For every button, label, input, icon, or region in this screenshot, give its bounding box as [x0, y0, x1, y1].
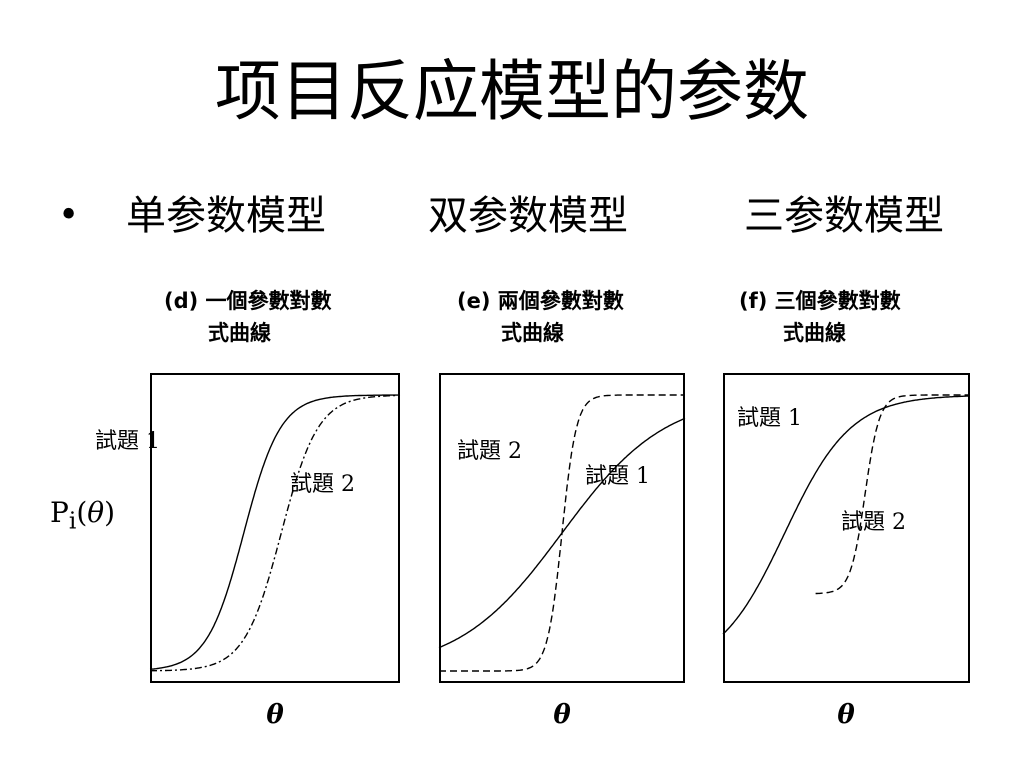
x-axis-label: θ: [266, 700, 284, 730]
model-list: • 单参数模型 双参数模型 三参数模型: [58, 188, 998, 244]
chart-caption: (e) 兩個參數對數 式曲線: [457, 289, 624, 345]
plot-frame: [723, 373, 970, 683]
series-line-1: [149, 394, 400, 670]
series-line-2: [150, 394, 401, 672]
model-label-three-param: 三参数模型: [744, 193, 944, 239]
series-line-2: [815, 394, 970, 595]
plot-frame: [150, 373, 400, 683]
chart-caption: (f) 三個參數對數 式曲線: [739, 289, 901, 345]
chart-plot: 試題 2 試題 1: [438, 373, 686, 683]
plot-frame: [439, 373, 685, 683]
y-axis-label: Pi(θ): [50, 496, 116, 535]
series-label-1: 試題 1: [737, 406, 802, 431]
series-line-2: [438, 417, 686, 649]
bullet-icon: •: [58, 195, 80, 236]
series-line-1: [722, 395, 970, 635]
series-label-2: 試題 2: [290, 472, 355, 497]
series-label-2: 試題 2: [841, 510, 906, 535]
chart-plot: 試題 1 試題 2: [722, 373, 970, 683]
model-label-one-param: 单参数模型: [126, 193, 326, 239]
x-axis-label: θ: [837, 700, 855, 730]
model-label-two-param: 双参数模型: [428, 193, 628, 239]
series-label-1: 試題 1: [95, 429, 160, 454]
slide-title: 项目反应模型的参数: [215, 53, 809, 130]
series-label-1: 試題 2: [457, 439, 522, 464]
chart-caption: (d) 一個參數對數 式曲線: [164, 289, 332, 345]
x-axis-label: θ: [553, 700, 571, 730]
chart-plot: 試題 1 試題 2: [95, 373, 401, 683]
series-label-2: 試題 1: [585, 464, 650, 489]
